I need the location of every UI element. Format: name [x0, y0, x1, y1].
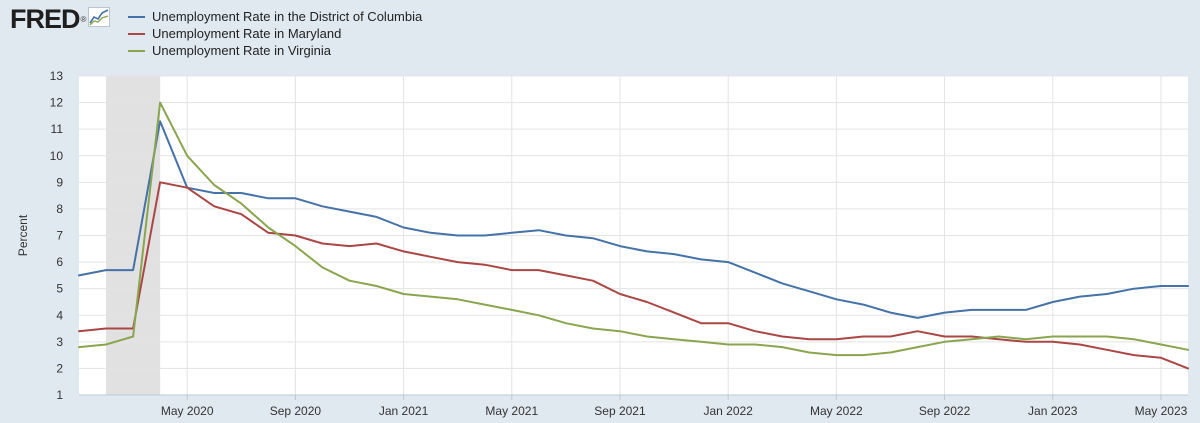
- logo-registered-mark: ®: [80, 14, 87, 24]
- y-tick-label: 13: [50, 69, 64, 83]
- y-tick-label: 12: [50, 96, 64, 110]
- legend-item-2[interactable]: Unemployment Rate in Maryland: [128, 25, 422, 42]
- y-axis-label: Percent: [16, 214, 30, 256]
- y-tick-label: 9: [56, 175, 63, 189]
- y-tick-label: 1: [56, 388, 63, 402]
- x-tick-label: May 2020: [161, 404, 214, 418]
- x-tick-label: Sep 2022: [919, 404, 971, 418]
- y-tick-label: 4: [56, 308, 63, 322]
- fred-logo[interactable]: FRED ®: [10, 3, 111, 34]
- series-line-1: [78, 120, 1189, 319]
- logo-text: FRED: [10, 3, 80, 34]
- x-tick-label: Jan 2022: [703, 404, 753, 418]
- x-tick-label: Sep 2021: [594, 404, 646, 418]
- legend-swatch: [128, 15, 145, 18]
- y-tick-label: 6: [56, 255, 63, 269]
- y-tick-label: 3: [56, 335, 63, 349]
- x-tick-label: May 2023: [1135, 404, 1188, 418]
- x-tick-label: May 2022: [810, 404, 863, 418]
- y-tick-label: 8: [56, 202, 63, 216]
- series-line-3: [78, 101, 1189, 357]
- x-tick-label: Jan 2021: [379, 404, 429, 418]
- legend-swatch: [128, 32, 145, 35]
- legend-label: Unemployment Rate in Virginia: [152, 43, 331, 58]
- y-tick-label: 10: [50, 149, 64, 163]
- y-tick-label: 7: [56, 229, 63, 243]
- legend-item-3[interactable]: Unemployment Rate in Virginia: [128, 42, 422, 59]
- x-tick-label: Sep 2020: [270, 404, 322, 418]
- series-line-2: [78, 181, 1189, 370]
- legend-label: Unemployment Rate in the District of Col…: [152, 9, 423, 24]
- y-tick-label: 11: [51, 122, 64, 136]
- chart-legend: Unemployment Rate in the District of Col…: [128, 8, 422, 59]
- legend-label: Unemployment Rate in Maryland: [152, 26, 342, 41]
- line-chart-icon: [88, 6, 111, 32]
- legend-item-1[interactable]: Unemployment Rate in the District of Col…: [128, 8, 422, 25]
- legend-swatch: [128, 49, 145, 52]
- y-tick-label: 5: [56, 282, 63, 296]
- x-tick-label: Jan 2023: [1028, 404, 1078, 418]
- x-tick-label: May 2021: [485, 404, 538, 418]
- y-tick-label: 2: [56, 361, 63, 375]
